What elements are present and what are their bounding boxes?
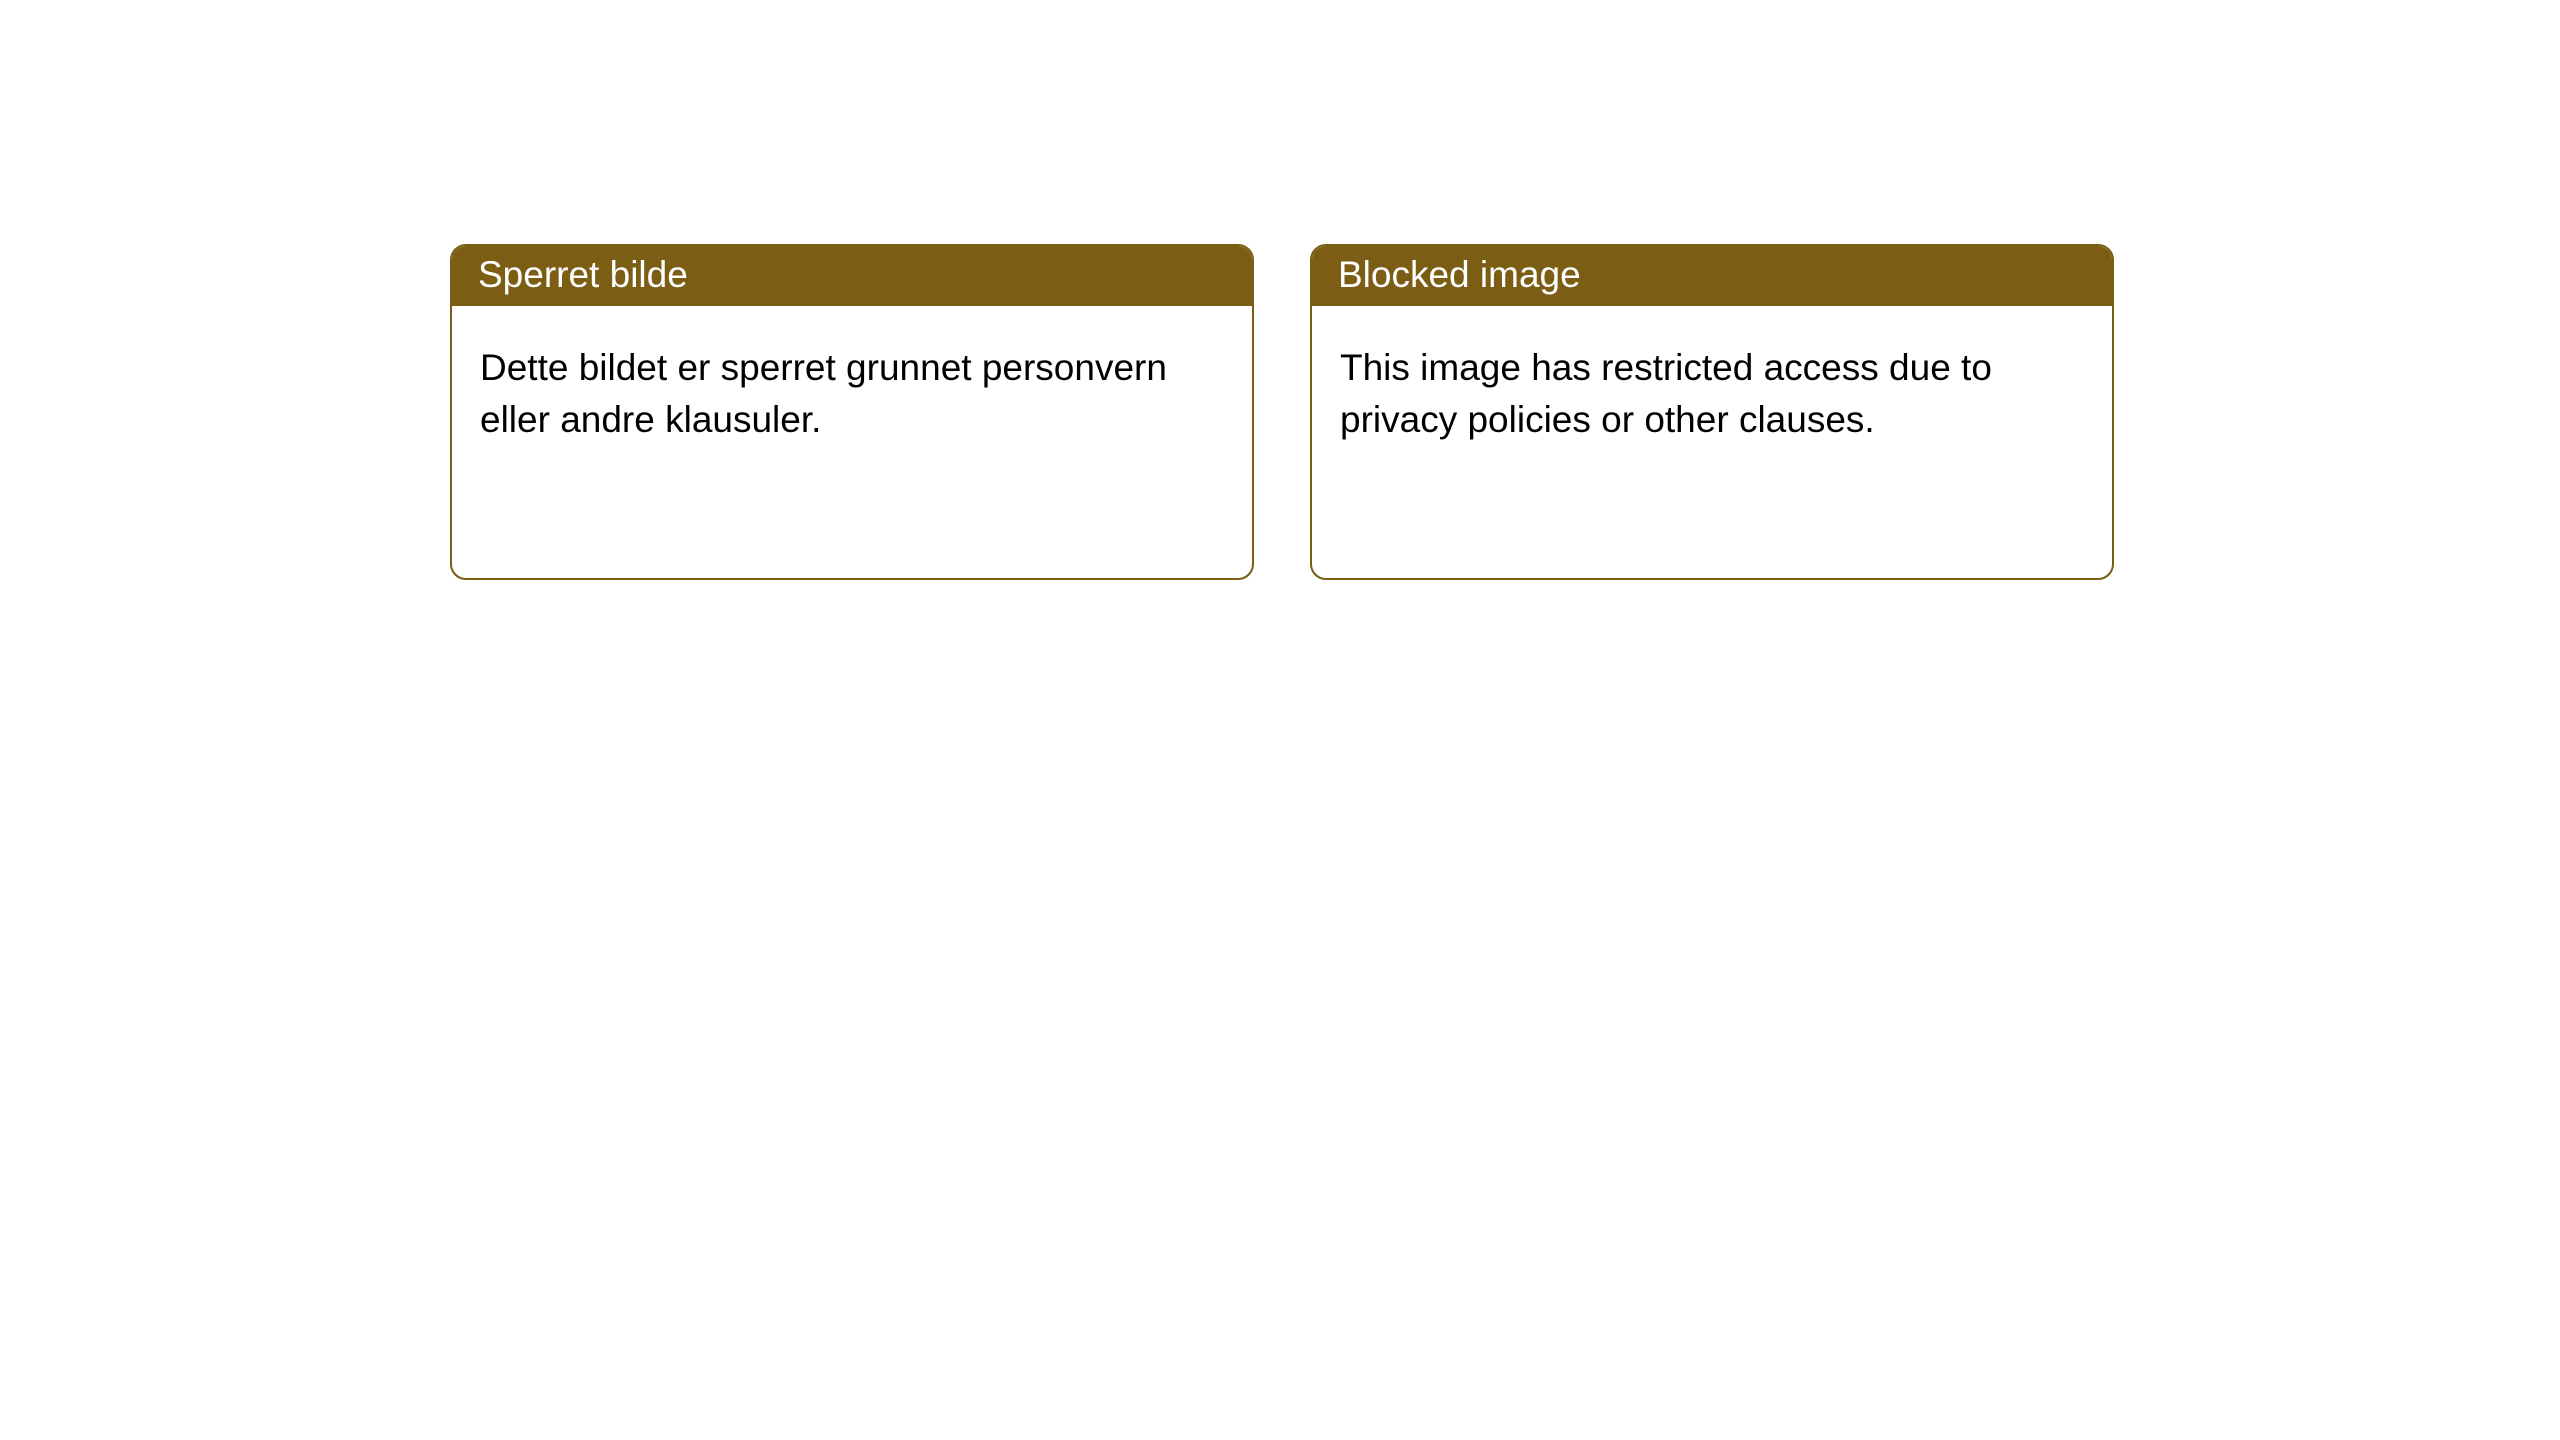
blocked-image-card-no: Sperret bilde Dette bildet er sperret gr… bbox=[450, 244, 1254, 580]
card-body-text-no: Dette bildet er sperret grunnet personve… bbox=[480, 347, 1167, 440]
blocked-image-card-en: Blocked image This image has restricted … bbox=[1310, 244, 2114, 580]
card-header-no: Sperret bilde bbox=[452, 246, 1252, 306]
blocked-image-cards: Sperret bilde Dette bildet er sperret gr… bbox=[450, 244, 2114, 580]
card-title-no: Sperret bilde bbox=[478, 254, 688, 295]
card-body-no: Dette bildet er sperret grunnet personve… bbox=[452, 306, 1252, 474]
card-body-text-en: This image has restricted access due to … bbox=[1340, 347, 1992, 440]
card-header-en: Blocked image bbox=[1312, 246, 2112, 306]
card-title-en: Blocked image bbox=[1338, 254, 1581, 295]
card-body-en: This image has restricted access due to … bbox=[1312, 306, 2112, 474]
